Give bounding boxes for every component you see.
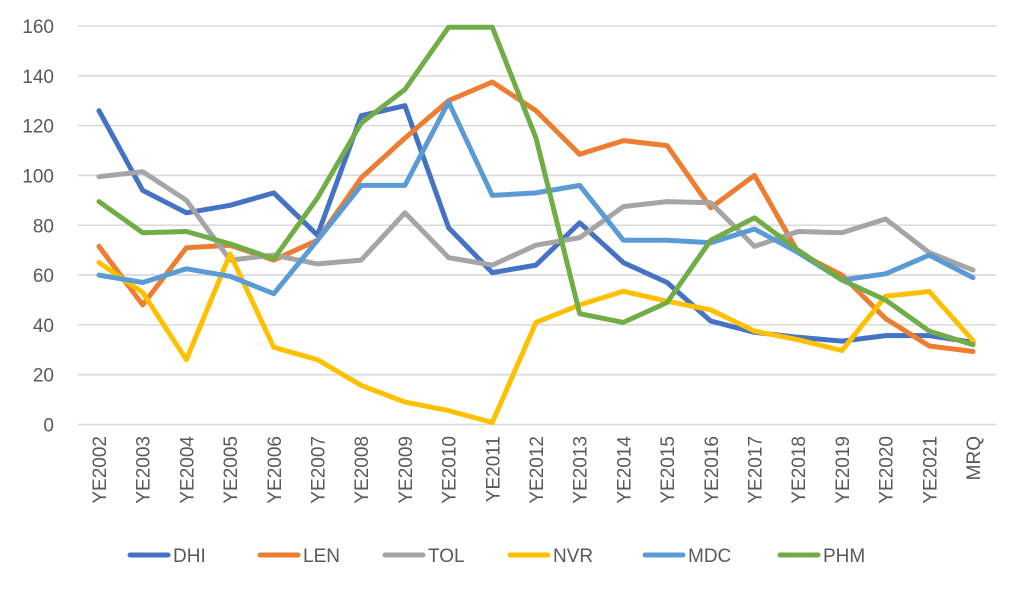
legend-item-tol: TOL [382,546,465,567]
series-line-len [96,79,976,354]
x-tick-label: YE2014 [614,436,635,504]
x-tick-label: YE2012 [527,436,548,504]
x-tick-label: YE2018 [789,436,810,504]
y-tick-label: 120 [22,117,54,138]
legend-item-mdc: MDC [642,546,731,567]
legend-label: DHI [173,546,206,567]
x-tick-label: YE2019 [833,436,854,504]
y-tick-label: 140 [22,67,54,88]
x-tick-label: YE2003 [134,436,155,504]
y-axis-ticks: 0 20 40 60 80 100 120 140 160 [22,17,54,437]
legend-label: LEN [303,546,340,567]
series-lines [96,24,976,425]
x-tick-label: YE2015 [658,436,679,504]
y-tick-label: 0 [43,416,54,437]
legend-label: TOL [428,546,465,567]
x-tick-label: YE2021 [920,436,941,504]
y-tick-label: 20 [33,366,54,387]
y-tick-label: 40 [33,316,54,337]
y-tick-label: 100 [22,166,54,187]
y-tick-label: 80 [33,216,54,237]
series-line-phm [96,24,976,348]
legend-item-dhi: DHI [127,546,206,567]
legend-label: MDC [688,546,731,567]
x-tick-label: YE2016 [702,436,723,504]
x-tick-label: YE2008 [352,436,373,504]
x-tick-label: YE2006 [265,436,286,504]
x-tick-label: YE2005 [221,436,242,504]
x-tick-label: YE2011 [483,436,504,502]
legend-label: PHM [823,546,865,567]
x-tick-label: YE2020 [877,436,898,504]
x-tick-label: MRQ [964,436,985,480]
legend-item-nvr: NVR [507,546,593,567]
x-tick-label: YE2010 [440,436,461,504]
x-tick-label: YE2009 [396,436,417,504]
y-tick-label: 160 [22,17,54,38]
series-line-dhi [96,103,976,345]
legend-item-phm: PHM [777,546,865,567]
y-tick-label: 60 [33,266,54,287]
x-tick-label: YE2002 [90,436,111,504]
legend-label: NVR [553,546,593,567]
x-tick-label: YE2017 [746,436,767,504]
x-axis-ticks: YE2002 YE2003 YE2004 YE2005 YE2006 YE2007 YE20… [90,436,985,504]
x-tick-label: YE2013 [571,436,592,504]
series-line-tol [96,169,976,273]
legend: DHI LEN TOL NVR MDC PHM [127,546,865,567]
legend-item-len: LEN [257,546,340,567]
series-line-nvr [96,251,976,425]
x-tick-label: YE2004 [177,436,198,504]
x-tick-label: YE2007 [309,436,330,504]
